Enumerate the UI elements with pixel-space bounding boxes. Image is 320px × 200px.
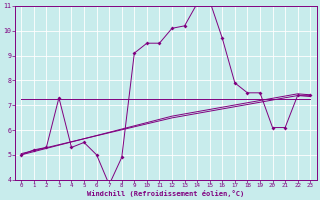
X-axis label: Windchill (Refroidissement éolien,°C): Windchill (Refroidissement éolien,°C) — [87, 190, 244, 197]
